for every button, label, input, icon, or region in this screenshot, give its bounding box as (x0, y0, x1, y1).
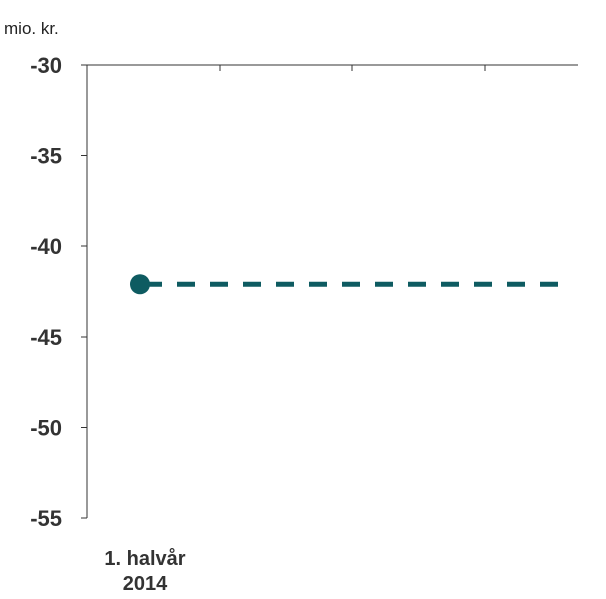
y-tick-label: -40 (30, 234, 62, 259)
x-tick-label: 1. halvår 2014 (104, 547, 185, 595)
y-tick-label: -30 (30, 53, 62, 78)
x-axis-ticks: 1. halvår 2014 (104, 65, 486, 595)
y-unit-label: mio. kr. (4, 19, 59, 38)
y-tick-label: -35 (30, 144, 62, 169)
y-tick-label: -55 (30, 506, 62, 531)
data-point (130, 274, 150, 295)
y-tick-label: -45 (30, 325, 62, 350)
y-tick-label: -50 (30, 415, 62, 440)
x-tick-label-line: 1. halvår (104, 547, 185, 570)
y-axis-ticks: -30 -35 -40 -45 -50 -55 (30, 53, 87, 531)
x-tick-label-line: 2014 (123, 573, 168, 595)
series-layer (130, 274, 560, 295)
axes (86, 64, 578, 518)
